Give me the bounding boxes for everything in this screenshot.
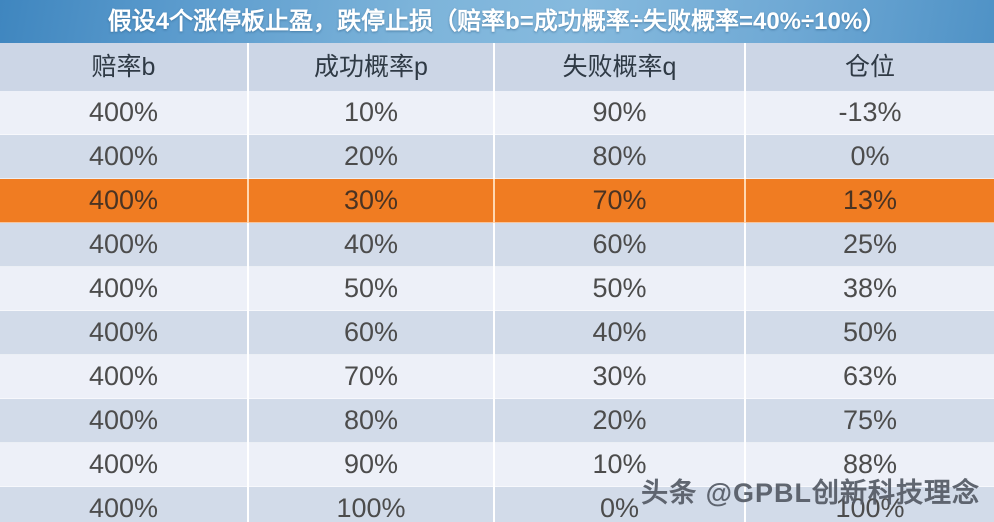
cell-lose-prob: 90%	[494, 91, 746, 135]
cell-position: 50%	[745, 310, 994, 355]
cell-win-prob: 70%	[248, 354, 495, 399]
cell-position: 0%	[745, 134, 994, 179]
position-sizing-table: 赔率b 成功概率p 失败概率q 仓位 400% 10% 90% -13% 400% 20%…	[0, 43, 994, 522]
cell-position: 38%	[745, 266, 994, 311]
cell-position: 75%	[745, 398, 994, 443]
cell-odds: 400%	[0, 222, 249, 267]
cell-position: -13%	[745, 91, 994, 135]
cell-win-prob: 60%	[248, 310, 495, 355]
column-header-position: 仓位	[745, 43, 994, 91]
table-row: 400% 40% 60% 25%	[0, 222, 994, 267]
cell-position: 13%	[745, 178, 994, 223]
cell-position: 100%	[745, 486, 994, 522]
table-row: 400% 100% 0% 100%	[0, 486, 994, 522]
title-banner: 假设4个涨停板止盈，跌停止损（赔率b=成功概率÷失败概率=40%÷10%）	[0, 0, 994, 43]
cell-lose-prob: 50%	[494, 266, 746, 311]
cell-lose-prob: 80%	[494, 134, 746, 179]
cell-lose-prob: 60%	[494, 222, 746, 267]
cell-win-prob: 100%	[248, 486, 495, 522]
cell-position: 63%	[745, 354, 994, 399]
table-row: 400% 70% 30% 63%	[0, 354, 994, 399]
table-row: 400% 80% 20% 75%	[0, 398, 994, 443]
cell-odds: 400%	[0, 486, 249, 522]
cell-win-prob: 30%	[248, 178, 495, 223]
cell-win-prob: 90%	[248, 442, 495, 487]
cell-win-prob: 50%	[248, 266, 495, 311]
cell-position: 88%	[745, 442, 994, 487]
table-row: 400% 50% 50% 38%	[0, 266, 994, 311]
table-row: 400% 60% 40% 50%	[0, 310, 994, 355]
cell-lose-prob: 40%	[494, 310, 746, 355]
cell-odds: 400%	[0, 442, 249, 487]
cell-lose-prob: 20%	[494, 398, 746, 443]
table-row: 400% 30% 70% 13%	[0, 178, 994, 223]
cell-odds: 400%	[0, 134, 249, 179]
column-header-odds: 赔率b	[0, 43, 249, 91]
table-row: 400% 90% 10% 88%	[0, 442, 994, 487]
cell-win-prob: 40%	[248, 222, 495, 267]
cell-odds: 400%	[0, 266, 249, 311]
table-header: 赔率b 成功概率p 失败概率q 仓位	[0, 43, 994, 91]
table-row: 400% 20% 80% 0%	[0, 134, 994, 179]
cell-win-prob: 20%	[248, 134, 495, 179]
cell-lose-prob: 10%	[494, 442, 746, 487]
cell-lose-prob: 30%	[494, 354, 746, 399]
cell-odds: 400%	[0, 91, 249, 135]
table-body: 400% 10% 90% -13% 400% 20% 80% 0% 400% 30% 70% 13% 4…	[0, 91, 994, 522]
cell-win-prob: 10%	[248, 91, 495, 135]
cell-lose-prob: 0%	[494, 486, 746, 522]
cell-position: 25%	[745, 222, 994, 267]
page-title: 假设4个涨停板止盈，跌停止损（赔率b=成功概率÷失败概率=40%÷10%）	[107, 8, 887, 35]
column-header-lose-prob: 失败概率q	[494, 43, 746, 91]
column-header-win-prob: 成功概率p	[248, 43, 495, 91]
cell-win-prob: 80%	[248, 398, 495, 443]
cell-odds: 400%	[0, 178, 249, 223]
cell-odds: 400%	[0, 310, 249, 355]
table-row: 400% 10% 90% -13%	[0, 91, 994, 135]
cell-odds: 400%	[0, 398, 249, 443]
header-row: 赔率b 成功概率p 失败概率q 仓位	[0, 43, 994, 91]
cell-odds: 400%	[0, 354, 249, 399]
cell-lose-prob: 70%	[494, 178, 746, 223]
